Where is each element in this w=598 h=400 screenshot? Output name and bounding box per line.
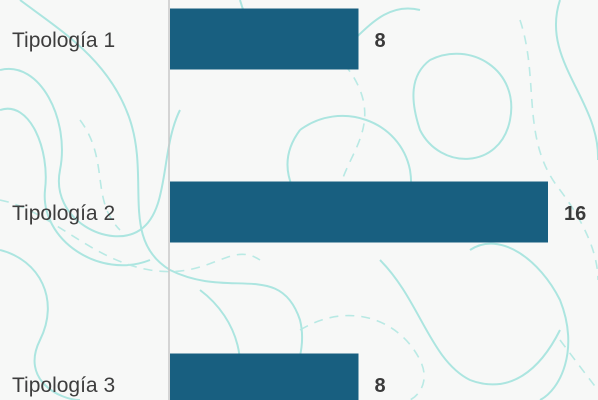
- category-label-2: Tipología 2: [12, 202, 115, 225]
- category-label-3: Tipología 3: [12, 374, 115, 397]
- value-label-3: 8: [375, 375, 386, 397]
- bar-2: [170, 181, 548, 243]
- bar-3: [170, 353, 359, 400]
- category-label-1: Tipología 1: [12, 29, 115, 52]
- bar-1: [170, 8, 359, 70]
- value-label-2: 16: [564, 203, 586, 225]
- bars-group: [170, 8, 548, 400]
- value-label-1: 8: [375, 30, 386, 52]
- value-labels-group: 8 16 8: [375, 30, 587, 397]
- category-labels-group: Tipología 1 Tipología 2 Tipología 3: [12, 29, 115, 397]
